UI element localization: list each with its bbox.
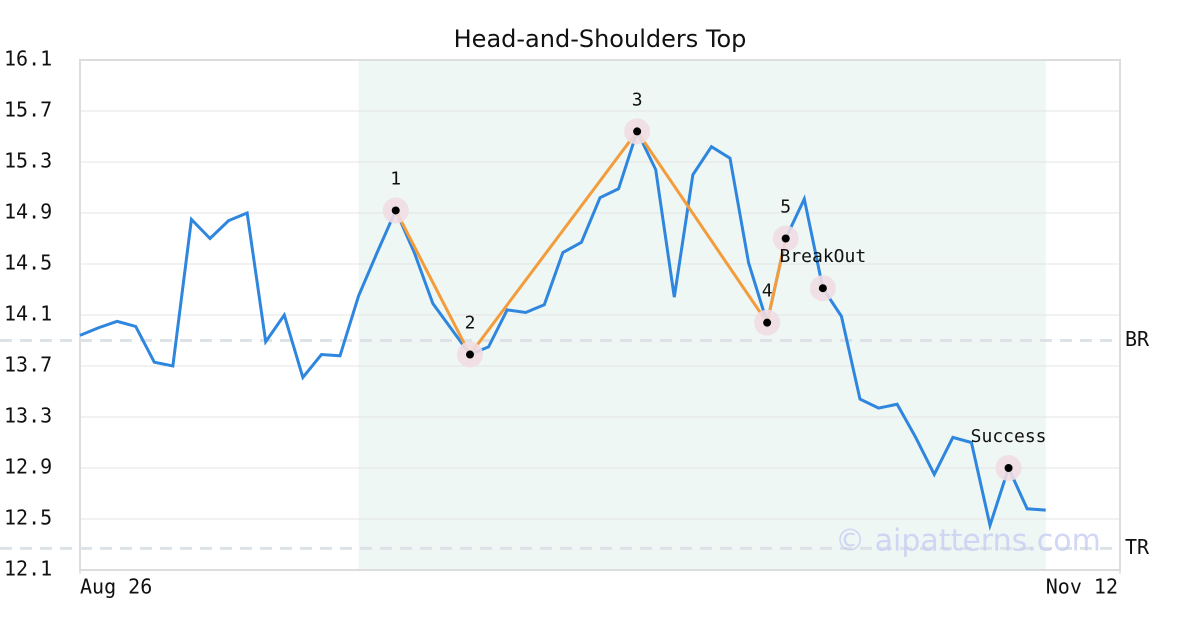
price-line: [79, 127, 1046, 532]
annotation-point-dot: [1004, 464, 1013, 472]
x-tick-label: Aug 26: [80, 575, 152, 599]
y-tick-label: 14.1: [4, 302, 52, 326]
annotation-point-dot: [818, 284, 827, 293]
pattern-point-dot: [466, 350, 474, 359]
y-tick-label: 15.3: [4, 149, 52, 173]
level-label: TR: [1125, 535, 1150, 559]
y-tick-label: 14.9: [4, 200, 52, 224]
y-tick-label: 13.7: [4, 353, 52, 377]
pattern-point-label: 2: [465, 313, 476, 334]
y-tick-label: 15.7: [4, 98, 52, 122]
pattern-point-label: 1: [390, 168, 401, 189]
pattern-point-dot: [781, 234, 790, 243]
y-tick-label: 12.1: [4, 557, 52, 581]
y-tick-label: 12.9: [4, 455, 52, 479]
annotation-label: Success: [971, 426, 1047, 447]
chart-title: Head-and-Shoulders Top: [454, 25, 747, 53]
annotation-label: BreakOut: [780, 246, 867, 267]
plot-frame: [79, 59, 1121, 571]
pattern-point-dot: [633, 127, 642, 136]
pattern-point-dot: [763, 318, 772, 327]
pattern-point-dot: [391, 206, 400, 215]
pattern-point-label: 3: [632, 89, 643, 110]
pattern-point-label: 4: [762, 281, 773, 302]
y-tick-label: 16.1: [4, 47, 52, 71]
watermark: © aipatterns.com: [835, 524, 1101, 559]
pattern-point-label: 5: [780, 197, 791, 218]
y-tick-label: 12.5: [4, 506, 52, 530]
y-tick-label: 13.3: [4, 404, 52, 428]
level-label: BR: [1125, 327, 1150, 351]
x-tick-label: Nov 12: [1046, 575, 1118, 599]
y-tick-label: 14.5: [4, 251, 52, 275]
